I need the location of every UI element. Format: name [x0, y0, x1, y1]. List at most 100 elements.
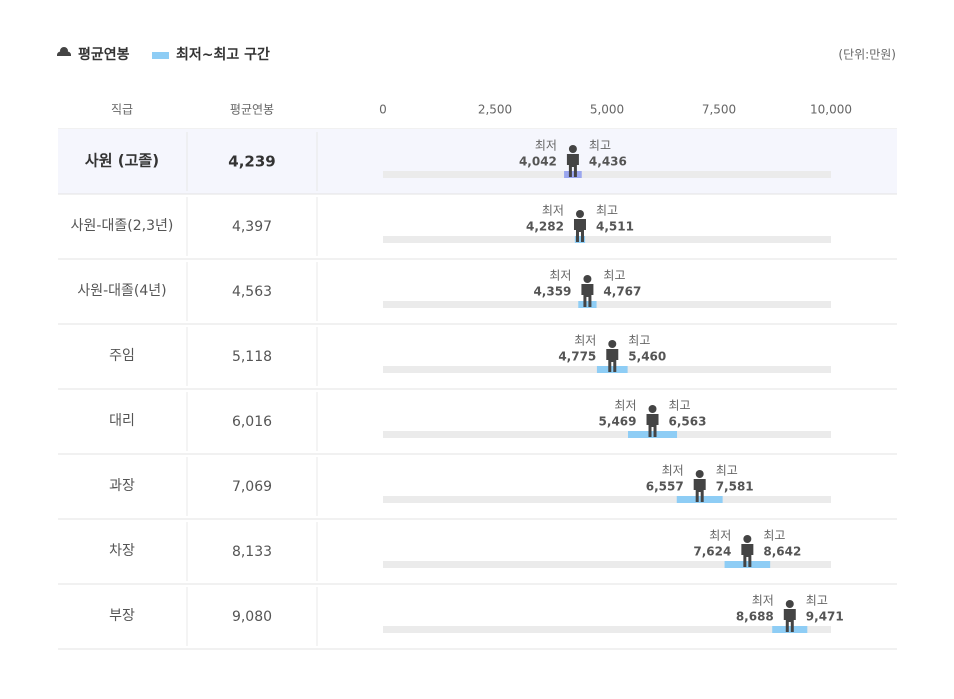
average-label: 7,069 [232, 479, 272, 495]
range-bar [574, 236, 586, 243]
category-label: 사원-대졸(4년) [77, 283, 166, 299]
average-label: 4,239 [228, 153, 275, 171]
min-value: 4,775 [558, 350, 596, 364]
track [383, 431, 831, 438]
max-value: 8,642 [763, 545, 801, 559]
legend-label: 평균연봉 [78, 46, 130, 63]
person-head [695, 470, 704, 478]
range-bar [676, 496, 723, 503]
legend-person-icon [57, 47, 71, 56]
average-label: 6,016 [232, 414, 272, 430]
max-value: 4,436 [589, 155, 627, 169]
person-body [573, 219, 586, 242]
person-body [693, 479, 706, 502]
column-header: 직급 [111, 103, 133, 117]
min-value: 7,624 [693, 545, 731, 559]
track [383, 301, 831, 308]
x-tick-label: 5,000 [590, 103, 624, 117]
person-body [566, 154, 579, 177]
min-value: 4,042 [519, 155, 557, 169]
person-marker [783, 600, 796, 632]
row-highlight [58, 129, 897, 194]
person-head [648, 405, 657, 413]
track [383, 626, 831, 633]
min-name: 최저 [574, 334, 596, 348]
range-bar [628, 431, 678, 438]
category-label: 주임 [109, 348, 135, 364]
person-marker [581, 275, 594, 307]
category-label: 과장 [109, 478, 135, 494]
max-value: 5,460 [628, 350, 666, 364]
max-name: 최고 [716, 464, 738, 478]
max-name: 최고 [806, 594, 828, 608]
min-value: 5,469 [599, 415, 637, 429]
min-name: 최저 [662, 464, 684, 478]
min-name: 최저 [752, 594, 774, 608]
person-body [581, 284, 594, 307]
person-head [575, 210, 584, 218]
unit-label: (단위:만원) [838, 48, 896, 62]
legend-label: 최저~최고 구간 [176, 46, 270, 63]
range-bar [772, 626, 808, 633]
min-value: 4,359 [533, 285, 571, 299]
person-body [606, 349, 619, 372]
average-label: 4,397 [232, 219, 272, 235]
track [383, 496, 831, 503]
track [383, 561, 831, 568]
min-name: 최저 [549, 269, 571, 283]
person-marker [693, 470, 706, 502]
min-name: 최저 [535, 139, 557, 153]
min-name: 최저 [542, 204, 564, 218]
person-head [568, 145, 577, 153]
max-value: 9,471 [806, 610, 844, 624]
category-label: 사원 (고졸) [85, 152, 159, 170]
track [383, 236, 831, 243]
range-bar [724, 561, 771, 568]
max-value: 6,563 [669, 415, 707, 429]
x-tick-label: 0 [379, 103, 387, 117]
max-value: 4,767 [603, 285, 641, 299]
column-header: 평균연봉 [230, 103, 274, 117]
range-bar [596, 366, 628, 373]
category-label: 차장 [109, 543, 135, 559]
min-value: 4,282 [526, 220, 564, 234]
max-name: 최고 [628, 334, 650, 348]
min-value: 6,557 [646, 480, 684, 494]
max-value: 4,511 [596, 220, 634, 234]
person-marker [606, 340, 619, 372]
min-name: 최저 [709, 529, 731, 543]
average-label: 8,133 [232, 544, 272, 560]
average-label: 9,080 [232, 609, 272, 625]
track [383, 171, 831, 178]
person-body [783, 609, 796, 632]
person-body [741, 544, 754, 567]
range-bar [578, 301, 597, 308]
max-name: 최고 [763, 529, 785, 543]
person-marker [646, 405, 659, 437]
category-label: 대리 [109, 413, 135, 429]
max-name: 최고 [596, 204, 618, 218]
person-head [583, 275, 592, 283]
person-head [743, 535, 752, 543]
person-body [646, 414, 659, 437]
max-name: 최고 [589, 139, 611, 153]
average-label: 5,118 [232, 349, 272, 365]
x-tick-label: 7,500 [702, 103, 736, 117]
legend-swatch [152, 52, 169, 59]
range-bar [564, 171, 582, 178]
category-label: 부장 [109, 608, 135, 624]
x-tick-label: 10,000 [810, 103, 852, 117]
max-name: 최고 [669, 399, 691, 413]
min-value: 8,688 [736, 610, 774, 624]
average-label: 4,563 [232, 284, 272, 300]
person-head [608, 340, 617, 348]
person-marker [566, 145, 579, 177]
min-name: 최저 [614, 399, 636, 413]
category-label: 사원-대졸(2,3년) [71, 218, 174, 234]
x-tick-label: 2,500 [478, 103, 512, 117]
person-marker [573, 210, 586, 242]
person-marker [741, 535, 754, 567]
max-name: 최고 [603, 269, 625, 283]
max-value: 7,581 [716, 480, 754, 494]
